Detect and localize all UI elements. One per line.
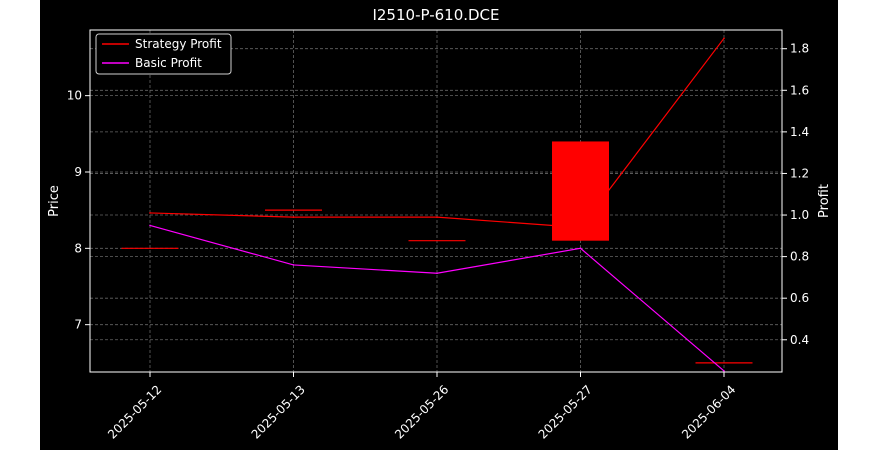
y-axis-left: 7 8 9 10 (67, 89, 90, 332)
legend-label-strategy-profit: Strategy Profit (135, 37, 222, 51)
series-point-basic-profit (292, 264, 295, 266)
chart-title: I2510-P-610.DCE (372, 6, 499, 24)
y2-tick-label-0-4: 0.4 (790, 333, 809, 347)
series-point-basic-profit (723, 370, 725, 372)
candle-2025-05-27 (552, 141, 609, 241)
y-tick-label-9: 9 (74, 165, 82, 179)
series-point-strategy-profit (149, 212, 151, 214)
series-point-basic-profit (436, 272, 438, 275)
plot-area (89, 29, 783, 373)
plot-frame (89, 29, 783, 373)
series-point-strategy-profit (436, 216, 438, 218)
y2-tick-label-0-6: 0.6 (790, 291, 809, 305)
y2-tick-label-1-6: 1.6 (790, 83, 809, 97)
grid-layer (90, 30, 782, 372)
y-axis-right: 0.4 0.6 0.8 1.0 1.2 1.4 1.6 1.8 (782, 42, 809, 347)
legend: Strategy Profit Basic Profit (95, 33, 232, 75)
legend-box (95, 33, 232, 75)
y2-axis-label: Profit (817, 184, 832, 218)
y2-tick-label-1-0: 1.0 (790, 208, 809, 222)
legend-label-basic-profit: Basic Profit (135, 56, 202, 70)
series-point-strategy-profit (723, 37, 725, 40)
y2-tick-label-1-4: 1.4 (790, 125, 809, 139)
series-layer (149, 37, 725, 372)
candle-layer (121, 141, 753, 364)
series-point-strategy-profit (292, 216, 295, 218)
series-point-strategy-profit (579, 226, 582, 229)
series-point-basic-profit (149, 224, 151, 227)
y2-tick-label-0-8: 0.8 (790, 250, 809, 264)
figure-background (40, 0, 838, 450)
y2-tick-label-1-2: 1.2 (790, 166, 809, 180)
y-axis-label: Price (47, 185, 62, 217)
series-point-basic-profit (579, 247, 582, 250)
y-tick-label-10: 10 (67, 89, 82, 103)
y-tick-label-8: 8 (74, 241, 82, 255)
y2-tick-label-1-8: 1.8 (790, 42, 809, 56)
y-tick-label-7: 7 (74, 318, 82, 332)
